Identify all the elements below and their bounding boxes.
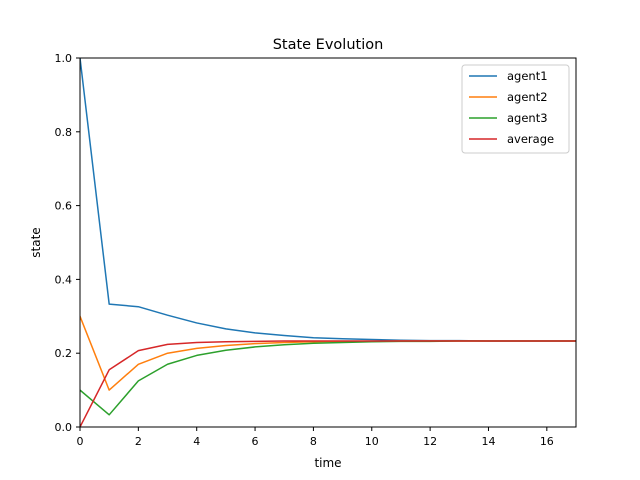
- y-tick-label: 0.4: [55, 273, 73, 286]
- y-axis-label: state: [29, 227, 43, 257]
- x-tick-label: 12: [423, 435, 437, 448]
- legend-label-average: average: [507, 132, 554, 146]
- x-tick-label: 2: [135, 435, 142, 448]
- series-layer: [80, 58, 576, 427]
- y-axis: 0.0 0.2 0.4 0.6 0.8 1.0: [55, 52, 80, 434]
- y-tick-label: 0.8: [55, 126, 73, 139]
- axes-frame: [79, 57, 577, 428]
- x-tick-label: 4: [193, 435, 200, 448]
- y-tick-label: 0.2: [55, 347, 73, 360]
- legend-label-agent3: agent3: [507, 111, 548, 125]
- y-tick-label: 0.6: [55, 200, 73, 213]
- plot-area: [79, 57, 577, 428]
- x-axis-label: time: [314, 456, 341, 470]
- legend-label-agent2: agent2: [507, 90, 548, 104]
- x-axis: 0 2 4 6 8 10 12 14 16: [77, 427, 554, 448]
- legend-label-agent1: agent1: [507, 69, 548, 83]
- y-tick-label: 0.0: [55, 421, 73, 434]
- y-tick-label: 1.0: [55, 52, 73, 65]
- x-tick-label: 8: [310, 435, 317, 448]
- x-tick-label: 6: [252, 435, 259, 448]
- x-tick-label: 16: [540, 435, 554, 448]
- legend: agent1 agent2 agent3 average: [461, 64, 570, 154]
- x-tick-label: 14: [481, 435, 495, 448]
- legend-frame: [461, 64, 570, 154]
- chart-title: State Evolution: [273, 37, 384, 53]
- x-tick-label: 10: [365, 435, 379, 448]
- x-tick-label: 0: [77, 435, 84, 448]
- series-line-average: [80, 340, 576, 427]
